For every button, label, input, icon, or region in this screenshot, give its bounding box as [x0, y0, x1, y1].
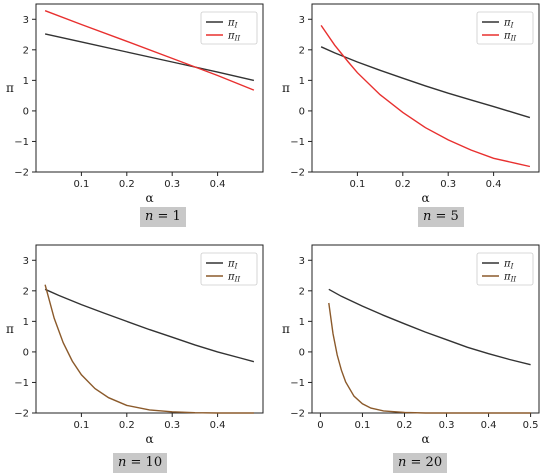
legend-entry: πI: [227, 18, 238, 30]
series-line-pi-i: [320, 46, 531, 119]
legend-entry: πI: [503, 259, 514, 271]
legend-entry: πI: [227, 259, 238, 271]
y-tick-label: 0: [23, 106, 29, 117]
x-tick-label: 0.2: [395, 179, 411, 190]
x-axis-label: α: [421, 432, 429, 446]
y-tick-label: 1: [23, 317, 29, 328]
y-axis-label: π: [282, 322, 290, 336]
x-tick-label: 0.1: [73, 420, 89, 431]
y-tick-label: 3: [23, 15, 29, 26]
legend-box: [476, 11, 534, 45]
y-tick-label: 1: [299, 76, 305, 87]
legend-entry: πII: [227, 272, 240, 284]
x-tick-label: 0.1: [349, 179, 365, 190]
x-tick-label: 0.2: [397, 420, 413, 431]
caption-equals: =: [126, 455, 146, 470]
y-tick-label: 1: [23, 76, 29, 87]
series-line-pi-ii: [44, 10, 255, 91]
caption-equals: =: [406, 455, 426, 470]
series-line-pi-i: [328, 288, 531, 366]
panel-caption: n = 20: [393, 453, 448, 473]
x-axis-label: α: [145, 191, 153, 205]
y-tick-label: 2: [299, 45, 305, 56]
legend-box: [476, 252, 534, 286]
caption-variable: n: [398, 455, 407, 470]
caption-variable: n: [118, 455, 127, 470]
y-tick-label: −2: [290, 409, 305, 420]
x-tick-label: 0.4: [210, 420, 226, 431]
x-tick-label: 0.3: [439, 420, 455, 431]
x-axis-label: α: [145, 432, 153, 446]
y-tick-label: 0: [299, 106, 305, 117]
y-tick-label: 2: [23, 286, 29, 297]
x-tick-label: 0.3: [164, 179, 180, 190]
y-tick-label: 0: [23, 347, 29, 358]
series-line-pi-i: [44, 288, 255, 363]
y-tick-label: −2: [290, 168, 305, 179]
y-axis-label: π: [6, 81, 14, 95]
y-tick-label: −1: [14, 137, 29, 148]
x-tick-label: 0.3: [164, 420, 180, 431]
y-tick-label: −2: [14, 409, 29, 420]
x-tick-label: 0.4: [481, 420, 497, 431]
y-tick-label: 1: [299, 317, 305, 328]
x-tick-label: 0.4: [486, 179, 502, 190]
y-tick-label: 3: [23, 256, 29, 267]
legend-box: [200, 11, 258, 45]
legend-entry: πII: [503, 31, 516, 43]
y-tick-label: 2: [23, 45, 29, 56]
series-line-pi-ii: [44, 284, 254, 414]
y-axis-label: π: [6, 322, 14, 336]
caption-value: 20: [425, 455, 443, 470]
caption-value: 10: [145, 455, 163, 470]
caption-value: 5: [450, 209, 459, 224]
x-tick-label: 0.2: [119, 179, 135, 190]
caption-variable: n: [145, 209, 154, 224]
y-tick-label: −2: [14, 168, 29, 179]
x-axis-label: α: [421, 191, 429, 205]
caption-equals: =: [153, 209, 173, 224]
legend-entry: πI: [503, 18, 514, 30]
x-tick-label: 0.2: [119, 420, 135, 431]
series-line-pi-i: [44, 33, 255, 82]
caption-value: 1: [172, 209, 181, 224]
x-tick-label: 0.5: [523, 420, 539, 431]
caption-equals: =: [431, 209, 451, 224]
series-line-pi-ii: [328, 302, 531, 414]
series-line-pi-ii: [320, 25, 531, 168]
legend-entry: πII: [227, 31, 240, 43]
y-tick-label: 2: [299, 286, 305, 297]
y-axis-label: π: [282, 81, 290, 95]
legend-entry: πII: [503, 272, 516, 284]
y-tick-label: −1: [290, 378, 305, 389]
x-tick-label: 0.1: [354, 420, 370, 431]
legend-box: [200, 252, 258, 286]
x-tick-label: 0.1: [73, 179, 89, 190]
y-tick-label: −1: [14, 378, 29, 389]
x-tick-label: 0.3: [440, 179, 456, 190]
caption-variable: n: [423, 209, 432, 224]
panel-caption: n = 1: [140, 207, 186, 227]
y-tick-label: 3: [299, 256, 305, 267]
y-tick-label: 3: [299, 15, 305, 26]
y-tick-label: 0: [299, 347, 305, 358]
x-tick-label: 0.4: [210, 179, 226, 190]
panel-caption: n = 5: [418, 207, 464, 227]
x-tick-label: 0: [317, 420, 323, 431]
y-tick-label: −1: [290, 137, 305, 148]
panel-caption: n = 10: [113, 453, 168, 473]
